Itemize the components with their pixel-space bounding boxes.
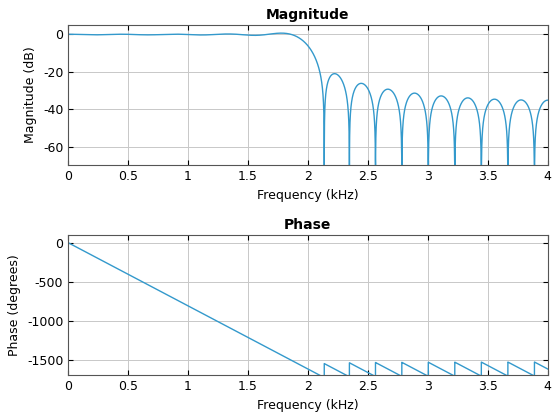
X-axis label: Frequency (kHz): Frequency (kHz) [257,399,359,412]
Title: Phase: Phase [284,218,332,232]
Y-axis label: Magnitude (dB): Magnitude (dB) [24,47,38,144]
Y-axis label: Phase (degrees): Phase (degrees) [8,254,21,356]
Title: Magnitude: Magnitude [266,8,349,22]
X-axis label: Frequency (kHz): Frequency (kHz) [257,189,359,202]
